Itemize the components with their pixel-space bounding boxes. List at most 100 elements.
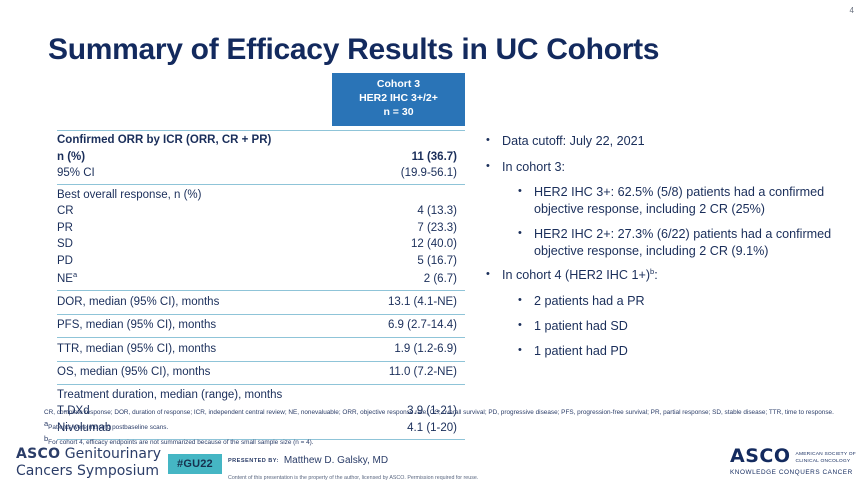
asco-tagline: KNOWLEDGE CONQUERS CANCER — [730, 469, 853, 476]
table-row: DOR, median (95% CI), months 13.1 (4.1-NE… — [57, 290, 465, 315]
table-row: TTR, median (95% CI), months 1.9 (1.2-6.9… — [57, 337, 465, 362]
table-row: CR 4 (13.3) — [57, 204, 465, 221]
footnote-b-text: For cohort 4, efficacy endpoints are not… — [48, 439, 314, 447]
list-item-label: HER2 IHC 2+: 27.3% (6/22) patients had a… — [534, 226, 832, 258]
table-row-value: 3.9 (1-21) — [407, 405, 457, 418]
list-item-label: Data cutoff: July 22, 2021 — [502, 134, 645, 148]
table-row: T-DXd 3.9 (1-21) — [57, 404, 465, 421]
table-row: Nivolumab 4.1 (1-20) — [57, 420, 465, 440]
footnote-a-text: Patients were missing postbaseline scans… — [48, 424, 169, 432]
table-row-label: DOR, median (95% CI), months — [57, 290, 324, 315]
efficacy-results-table: Cohort 3 HER2 IHC 3+/2+ n = 30 Confirmed… — [57, 73, 465, 440]
table-row-label: PFS, median (95% CI), months — [57, 313, 324, 339]
asco-gu-symposium-logo: ASCO Genitourinary Cancers Symposium — [16, 446, 161, 480]
asco-logo-text: ASCO — [16, 446, 61, 462]
presenter-name: Matthew D. Galsky, MD — [283, 455, 389, 467]
table-row-value: 2 (6.7) — [324, 269, 465, 292]
asco-subtitle-line2: CLINICAL ONCOLOGY — [795, 458, 851, 464]
list-item: • HER2 IHC 3+: 62.5% (5/8) patients had a… — [518, 184, 858, 217]
bullet-icon: • — [518, 343, 522, 356]
table-row-value: 13.1 (4.1-NE) — [324, 290, 465, 315]
table-row: Confirmed ORR by ICR (ORR, CR + PR) — [57, 129, 465, 150]
list-item: • Data cutoff: July 22, 2021 — [486, 133, 858, 150]
list-item: • 2 patients had a PR — [518, 293, 858, 310]
list-item: • In cohort 3: — [486, 159, 858, 176]
asco-corporate-logo: ASCO AMERICAN SOCIETY OF CLINICAL ONCOLO… — [730, 445, 856, 477]
bullet-icon: • — [486, 159, 490, 172]
key-findings-list: • Data cutoff: July 22, 2021 • In cohort 3:… — [486, 133, 858, 368]
column-header-line1: Cohort 3 — [376, 78, 421, 90]
list-item: • HER2 IHC 2+: 27.3% (6/22) patients had … — [518, 226, 858, 259]
table-row-label: NEa — [57, 269, 324, 292]
list-item-label: 2 patients had a PR — [534, 294, 645, 309]
symposium-line1-rest: Genitourinary — [60, 446, 162, 462]
footnote-b: bFor cohort 4, efficacy endpoints are no… — [44, 433, 844, 448]
asco-subtitle-line1: AMERICAN SOCIETY OF — [795, 452, 856, 458]
permission-notice: Content of this presentation is the prop… — [228, 475, 479, 481]
page-title: Summary of Efficacy Results in UC Cohort… — [48, 33, 660, 66]
table-row-label: PD — [57, 254, 73, 267]
bullet-icon: • — [518, 185, 522, 198]
table-row-label: Confirmed ORR by ICR (ORR, CR + PR) — [57, 129, 324, 150]
table-row: PFS, median (95% CI), months 6.9 (2.7-14.… — [57, 313, 465, 339]
table-row-label: PR — [57, 221, 73, 234]
hashtag-badge: #GU22 — [168, 454, 222, 474]
slide-footer: ASCO Genitourinary Cancers Symposium #GU… — [0, 441, 868, 487]
footnote-b-marker: b — [44, 433, 49, 443]
table-row-label: Treatment duration, median (range), mont… — [57, 384, 324, 404]
table-body: Confirmed ORR by ICR (ORR, CR + PR) n (%)… — [57, 129, 465, 440]
table-row-value — [324, 384, 465, 404]
column-header-line2: HER2 IHC 3+/2+ — [359, 91, 438, 104]
list-item: • 1 patient had PD — [518, 343, 858, 360]
table-row-value: 11 (36.7) — [411, 150, 457, 163]
list-item-label: In cohort 4 (HER2 IHC 1+)b: — [502, 267, 658, 283]
footnote-a-marker: a — [44, 418, 49, 428]
table-row-value: 1.9 (1.2-6.9) — [324, 337, 465, 362]
table-row: PD 5 (16.7) — [57, 253, 465, 270]
table-row: n (%) 11 (36.7) — [57, 149, 465, 166]
footnote-marker: b — [650, 267, 655, 277]
table-row-value: (19.9-56.1) — [324, 165, 465, 186]
presenter-credit: PRESENTED BY: Matthew D. Galsky, MD Conte… — [228, 452, 478, 481]
table-row-value — [324, 129, 465, 150]
table-row-value: 12 (40.0) — [410, 238, 457, 251]
bullet-icon: • — [518, 294, 522, 307]
table-row-label: OS, median (95% CI), months — [57, 360, 324, 386]
symposium-logo-line1: ASCO Genitourinary — [16, 446, 161, 463]
table-row-value: 4 (13.3) — [417, 205, 457, 218]
table-row-value: 11.0 (7.2-NE) — [324, 360, 465, 386]
list-item-label: 1 patient had SD — [534, 319, 628, 334]
page-number: 4 — [849, 6, 854, 15]
list-item-label: In cohort 3: — [502, 159, 566, 174]
table-row-label: 95% CI — [57, 165, 324, 186]
table-row: Treatment duration, median (range), mont… — [57, 384, 465, 404]
table-row-value: 6.9 (2.7-14.4) — [324, 313, 465, 339]
table-row-value — [324, 184, 465, 204]
table-row: SD 12 (40.0) — [57, 237, 465, 254]
symposium-logo-line2: Cancers Symposium — [16, 463, 159, 480]
list-item-label: HER2 IHC 3+: 62.5% (5/8) patients had a … — [534, 185, 825, 217]
table-column-header: Cohort 3 HER2 IHC 3+/2+ n = 30 — [332, 73, 465, 126]
list-item: • 1 patient had SD — [518, 318, 858, 335]
table-row-label: n (%) — [57, 150, 86, 163]
bullet-icon: • — [518, 319, 522, 332]
table-row: PR 7 (23.3) — [57, 220, 465, 237]
footnote-marker: a — [72, 270, 78, 280]
table-row: NEa 2 (6.7) — [57, 269, 465, 292]
list-item-label: 1 patient had PD — [534, 343, 628, 358]
bullet-icon: • — [486, 134, 490, 146]
asco-subtitle: AMERICAN SOCIETY OF CLINICAL ONCOLOGY — [795, 452, 856, 465]
footnote-abbreviations: CR, complete response; DOR, duration of … — [44, 409, 834, 416]
table-row: Best overall response, n (%) — [57, 184, 465, 204]
table-row-label: TTR, median (95% CI), months — [57, 337, 324, 362]
table-row: 95% CI (19.9-56.1) — [57, 165, 465, 186]
asco-wordmark: ASCO — [730, 445, 791, 467]
table-row-label: Best overall response, n (%) — [57, 184, 324, 204]
table-row-label: SD — [57, 238, 73, 251]
table-row-label: Nivolumab — [57, 420, 324, 440]
column-header-line3: n = 30 — [383, 105, 414, 118]
footnotes: CR, complete response; DOR, duration of … — [44, 408, 844, 448]
bullet-icon: • — [486, 268, 490, 281]
table-row-label: CR — [57, 205, 74, 218]
table-row-label: T-DXd — [57, 405, 90, 418]
